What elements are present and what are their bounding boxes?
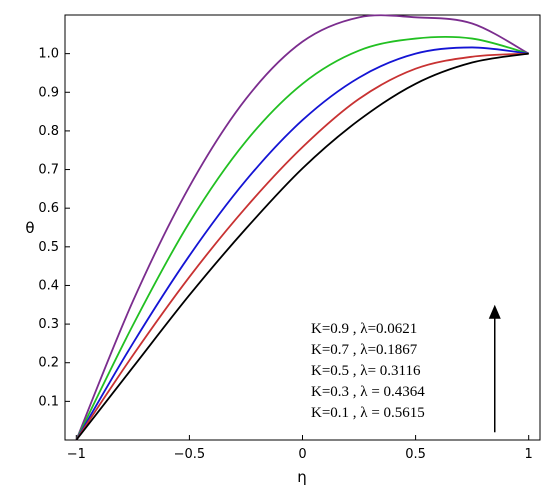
y-tick-label: 0.8 [38,124,59,139]
y-tick-label: 0.9 [38,85,59,100]
plot-frame [64,14,541,441]
legend-entry: K=0.3 , λ = 0.4364 [311,384,425,400]
y-tick-label: 0.4 [38,278,59,293]
x-tick-label: 0.5 [405,447,426,462]
series-line-5 [75,52,529,441]
annotations: K=0.9 , λ=0.0621 K=0.7 , λ=0.1867 K=0.5 , … [311,304,501,433]
legend-entry: K=0.7 , λ=0.1867 [311,342,418,358]
y-tick-label: 0.1 [38,394,59,409]
series-line-4 [75,52,529,441]
x-axis-label: η [297,468,307,486]
curves [75,14,530,441]
y-tick-label: 0.6 [38,201,59,216]
legend-entry: K=0.9 , λ=0.0621 [311,321,417,337]
series-line-3 [75,46,529,441]
x-tick-label: −0.5 [174,447,206,462]
y-tick-label: 0.2 [38,356,59,371]
arrow-head-icon [488,304,501,319]
series-line-2 [75,35,529,441]
x-tick-label: 1 [525,447,533,462]
axis-ticks: −1 −0.5 0 0.5 1 0.1 0.2 0.3 0.4 0.5 0.6 0.7 0.8 0.9 1.… [38,47,533,462]
legend-entry: K=0.1 , λ = 0.5615 [311,405,425,421]
y-tick-label: 0.3 [38,317,59,332]
y-axis-label: θ [25,219,34,237]
x-tick-label: 0 [298,447,306,462]
x-tick-label: −1 [67,447,86,462]
series-line-1 [75,14,530,441]
y-tick-label: 0.5 [38,240,59,255]
y-tick-label: 0.7 [38,163,59,178]
y-tick-label: 1.0 [38,47,59,62]
legend-entry: K=0.5 , λ= 0.3116 [311,363,421,379]
